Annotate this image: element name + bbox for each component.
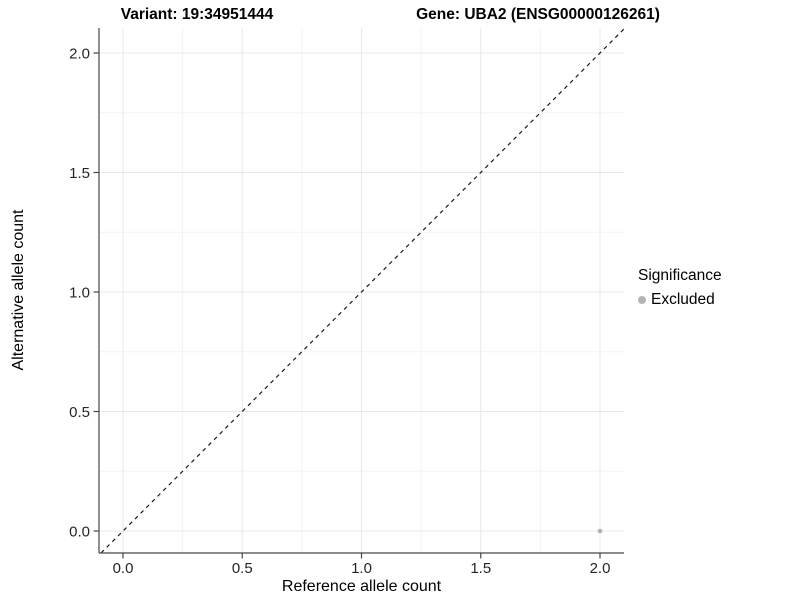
tick-labels: 0.0 0.5 1.0 1.5 2.0 0.0 0.5 1.0 1.5 2.0	[69, 46, 610, 578]
svg-text:0.0: 0.0	[69, 524, 90, 541]
svg-text:1.0: 1.0	[69, 285, 90, 302]
legend-entry-excluded: Excluded	[638, 291, 722, 309]
grid-major-lines	[99, 28, 624, 553]
svg-text:0.0: 0.0	[113, 560, 134, 577]
tick-marks	[93, 52, 601, 559]
data-points	[597, 528, 603, 534]
legend: Significance Excluded	[638, 267, 722, 309]
grid-minor-lines	[99, 28, 624, 553]
gene-title: Gene: UBA2 (ENSG00000126261)	[416, 6, 660, 23]
legend-entry-label: Excluded	[651, 291, 715, 308]
svg-text:2.0: 2.0	[69, 46, 90, 63]
svg-text:1.5: 1.5	[69, 165, 90, 182]
variant-title: Variant: 19:34951444	[120, 6, 274, 23]
y-axis-title: Alternative allele count	[10, 209, 27, 371]
svg-text:1.0: 1.0	[351, 560, 372, 577]
excluded-point-icon	[638, 296, 646, 304]
svg-text:0.5: 0.5	[232, 560, 253, 577]
x-axis-title: Reference allele count	[281, 578, 442, 595]
identity-line	[100, 27, 626, 554]
svg-text:0.5: 0.5	[69, 404, 90, 421]
svg-text:2.0: 2.0	[590, 560, 611, 577]
legend-title: Significance	[638, 267, 722, 284]
svg-text:1.5: 1.5	[470, 560, 491, 577]
